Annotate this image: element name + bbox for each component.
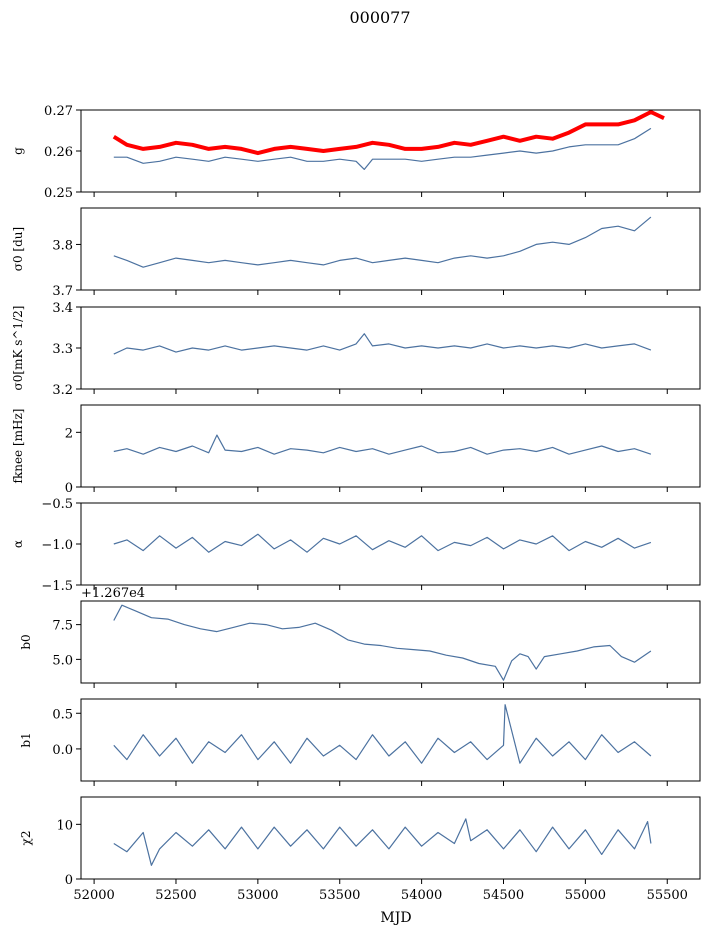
panel-6: 0.0 0.5 b1 [19,698,701,786]
y-tick-label: 3.7 [52,284,73,299]
panel-5: 5.0 7.5 b0 +1.267e4 [19,586,701,688]
x-tick-label: 55000 [565,888,606,903]
x-tick-label: 54500 [483,888,524,903]
axes-frame [80,600,701,684]
y-offset-label: +1.267e4 [81,586,145,601]
x-tick-label: 55500 [647,888,688,903]
x-axis-label: MJD [380,910,411,926]
y-tick-label: 3.8 [52,238,73,253]
y-tick-label: 0 [65,481,73,496]
series-line-0 [113,818,652,866]
panels: 0.25 0.26 0.27 g 3.7 3.8 σ0 [du] 3.2 3.3 3.4 σ0[mK… [11,104,701,903]
x-tick-label: 52000 [73,888,114,903]
y-tick-label: 0.25 [44,186,73,201]
y-tick-label: 3.4 [52,301,73,316]
x-tick-label: 54000 [401,888,442,903]
panel-3: 0 2 fknee [mHz] [11,404,701,496]
y-tick-label: 7.5 [52,619,73,634]
y-tick-label: 2 [65,426,73,441]
x-tick-label: 52500 [155,888,196,903]
y-axis-label: b1 [19,732,33,747]
y-axis-label: α [11,540,25,548]
series-line-0 [113,533,652,553]
series-line-1 [112,110,665,156]
series-line-0 [113,333,652,355]
x-tick-label: 53000 [237,888,278,903]
figure-title: 000077 [349,8,410,27]
y-axis-label: fknee [mHz] [11,409,25,484]
panel-0: 0.25 0.26 0.27 g [11,104,701,201]
axes-frame [80,109,701,193]
y-axis-label: g [11,147,25,155]
axes-frame [80,404,701,488]
panel-7: 0 10 52000 52500 53000 53500 54000 54500 55000 55… [19,796,701,903]
y-axis-label: σ0 [du] [11,227,25,271]
y-tick-label: −1.0 [41,538,73,553]
y-tick-label: 0.27 [44,104,73,119]
y-tick-label: 5.0 [52,653,73,668]
axes-frame [80,306,701,390]
y-tick-label: 0 [65,873,73,888]
series-line-0 [113,216,652,268]
y-axis-label: χ2 [19,831,33,846]
series-line-0 [113,604,652,681]
x-tick-label: 53500 [319,888,360,903]
series-line-0 [113,704,652,764]
y-tick-label: 0.26 [44,145,73,160]
panel-1: 3.7 3.8 σ0 [du] [11,207,701,299]
y-tick-label: −0.5 [41,497,73,512]
y-tick-label: 10 [56,818,73,833]
series-line-0 [113,127,652,170]
y-tick-label: 0.5 [52,707,73,722]
panel-4: −1.5 −1.0 −0.5 α [11,497,701,594]
panel-2: 3.2 3.3 3.4 σ0[mK s^1/2] [11,301,701,398]
axes-frame [80,698,701,782]
y-tick-label: 3.3 [52,342,73,357]
series-line-0 [113,434,652,455]
y-tick-label: −1.5 [41,579,73,594]
y-axis-label: σ0[mK s^1/2] [11,306,25,391]
axes-frame [80,796,701,880]
y-tick-label: 0.0 [52,743,73,758]
axes-frame [80,207,701,291]
y-axis-label: b0 [19,634,33,649]
y-tick-label: 3.2 [52,383,73,398]
